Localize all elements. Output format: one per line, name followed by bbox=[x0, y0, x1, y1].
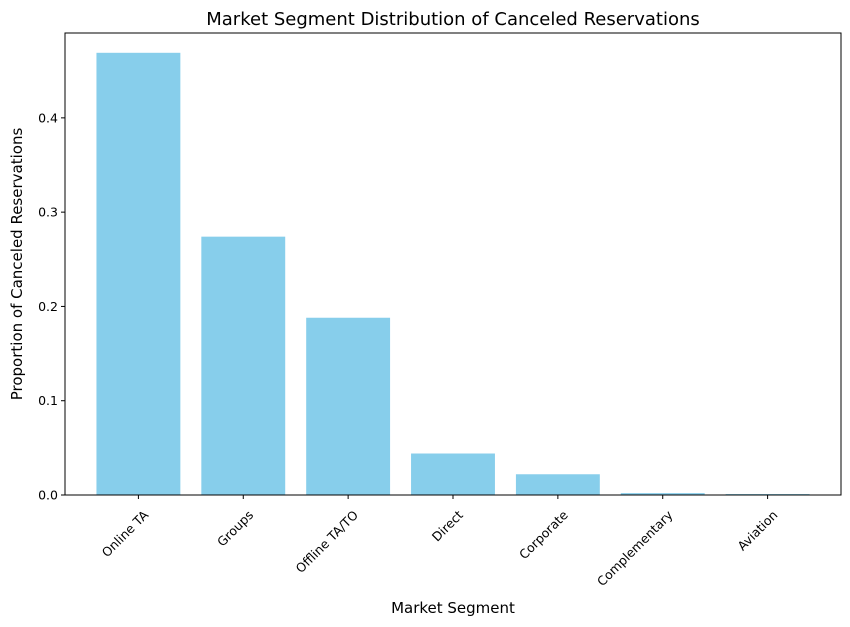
x-tick-label: Offline TA/TO bbox=[293, 507, 362, 576]
plot-area-frame bbox=[64, 32, 842, 496]
x-tick-label: Complementary bbox=[594, 507, 676, 589]
x-tick-label: Online TA bbox=[99, 507, 152, 560]
y-tick-label: 0.1 bbox=[38, 393, 58, 408]
x-tick-label: Direct bbox=[429, 507, 466, 544]
y-axis-ticks: 0.0 0.1 0.2 0.3 0.4 bbox=[38, 110, 65, 503]
bar-complementary bbox=[620, 493, 705, 495]
bar-corporate bbox=[515, 474, 600, 495]
y-tick-label: 0.2 bbox=[38, 299, 58, 314]
bar-direct bbox=[411, 453, 495, 495]
bar-offline-ta-to bbox=[306, 317, 391, 495]
x-axis-label: Market Segment bbox=[391, 599, 515, 617]
bar-online-ta bbox=[96, 52, 181, 496]
x-axis-ticks: Online TA Groups Offline TA/TO Direct Corpor… bbox=[99, 495, 780, 589]
bar-groups bbox=[201, 236, 286, 495]
bars-group bbox=[96, 52, 810, 496]
y-tick-label: 0.0 bbox=[38, 488, 58, 503]
x-tick-label: Corporate bbox=[516, 507, 571, 562]
x-tick-label: Aviation bbox=[734, 507, 780, 553]
chart-title: Market Segment Distribution of Canceled … bbox=[206, 9, 700, 30]
y-tick-label: 0.4 bbox=[38, 110, 58, 125]
y-axis-label: Proportion of Canceled Reservations bbox=[8, 128, 26, 401]
y-tick-label: 0.3 bbox=[38, 205, 58, 220]
x-tick-label: Groups bbox=[214, 507, 256, 549]
